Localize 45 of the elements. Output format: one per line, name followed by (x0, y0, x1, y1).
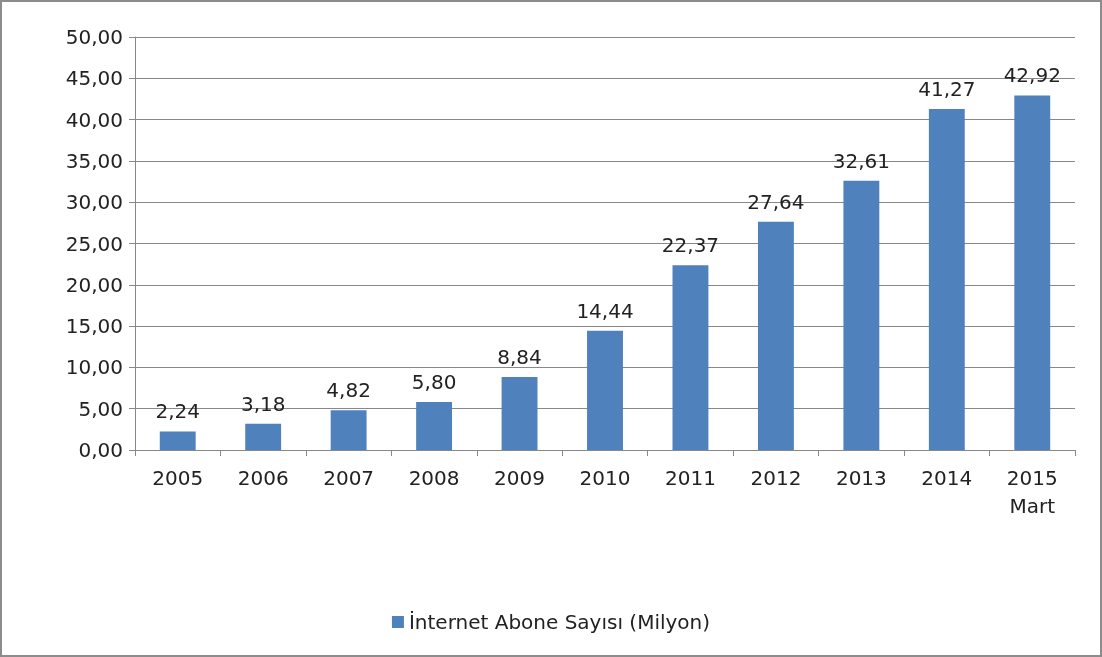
x-tick-label: 2008 (408, 466, 460, 490)
data-label: 2,24 (155, 399, 200, 424)
y-tick-label: 15,00 (65, 314, 123, 339)
x-tick-label: 2006 (237, 466, 289, 490)
x-tick-label: 2005 (152, 466, 204, 490)
bar (587, 330, 623, 450)
x-tick-label: 2011 (665, 466, 716, 490)
y-tick-label: 5,00 (78, 396, 123, 421)
data-label: 27,64 (747, 189, 805, 214)
bar (928, 109, 965, 450)
x-tick-label: 2014 (921, 466, 973, 490)
bar (416, 402, 453, 450)
bar (672, 265, 709, 450)
data-label: 3,18 (240, 391, 286, 416)
y-tick-label: 35,00 (65, 148, 123, 173)
bar (330, 410, 367, 450)
y-tick-label: 20,00 (65, 272, 123, 297)
y-tick-label: 0,00 (78, 438, 123, 462)
y-tick-label: 25,00 (65, 231, 123, 256)
x-tick-label: 2010 (579, 466, 631, 490)
data-label: 14,44 (576, 298, 634, 323)
y-tick-label: 45,00 (65, 66, 123, 91)
x-tick-label: 2009 (494, 466, 545, 490)
data-label: 32,61 (832, 148, 890, 173)
y-tick-label: 10,00 (65, 355, 123, 380)
data-label: 8,84 (497, 344, 542, 369)
data-label: 41,27 (918, 77, 976, 102)
data-label: 5,80 (411, 370, 457, 395)
data-label: 42,92 (1003, 63, 1061, 88)
y-tick-label: 40,00 (65, 107, 123, 132)
legend-label: İnternet Abone Sayısı (Milyon) (408, 610, 711, 634)
data-label: 22,37 (661, 233, 720, 258)
x-tick-label: 2007 (323, 466, 375, 490)
bar (757, 221, 794, 450)
data-label: 4,82 (326, 378, 371, 403)
x-tick-label: 2013 (835, 466, 887, 490)
x-tick-label: 2015 Mart (1006, 466, 1058, 518)
bar (159, 431, 196, 450)
bar (245, 423, 282, 450)
y-tick-label: 30,00 (65, 190, 123, 215)
x-tick-label: 2012 (750, 466, 802, 490)
bar (843, 180, 880, 450)
bar (1014, 95, 1051, 450)
bar (501, 376, 538, 450)
y-tick-label: 50,00 (65, 25, 123, 49)
